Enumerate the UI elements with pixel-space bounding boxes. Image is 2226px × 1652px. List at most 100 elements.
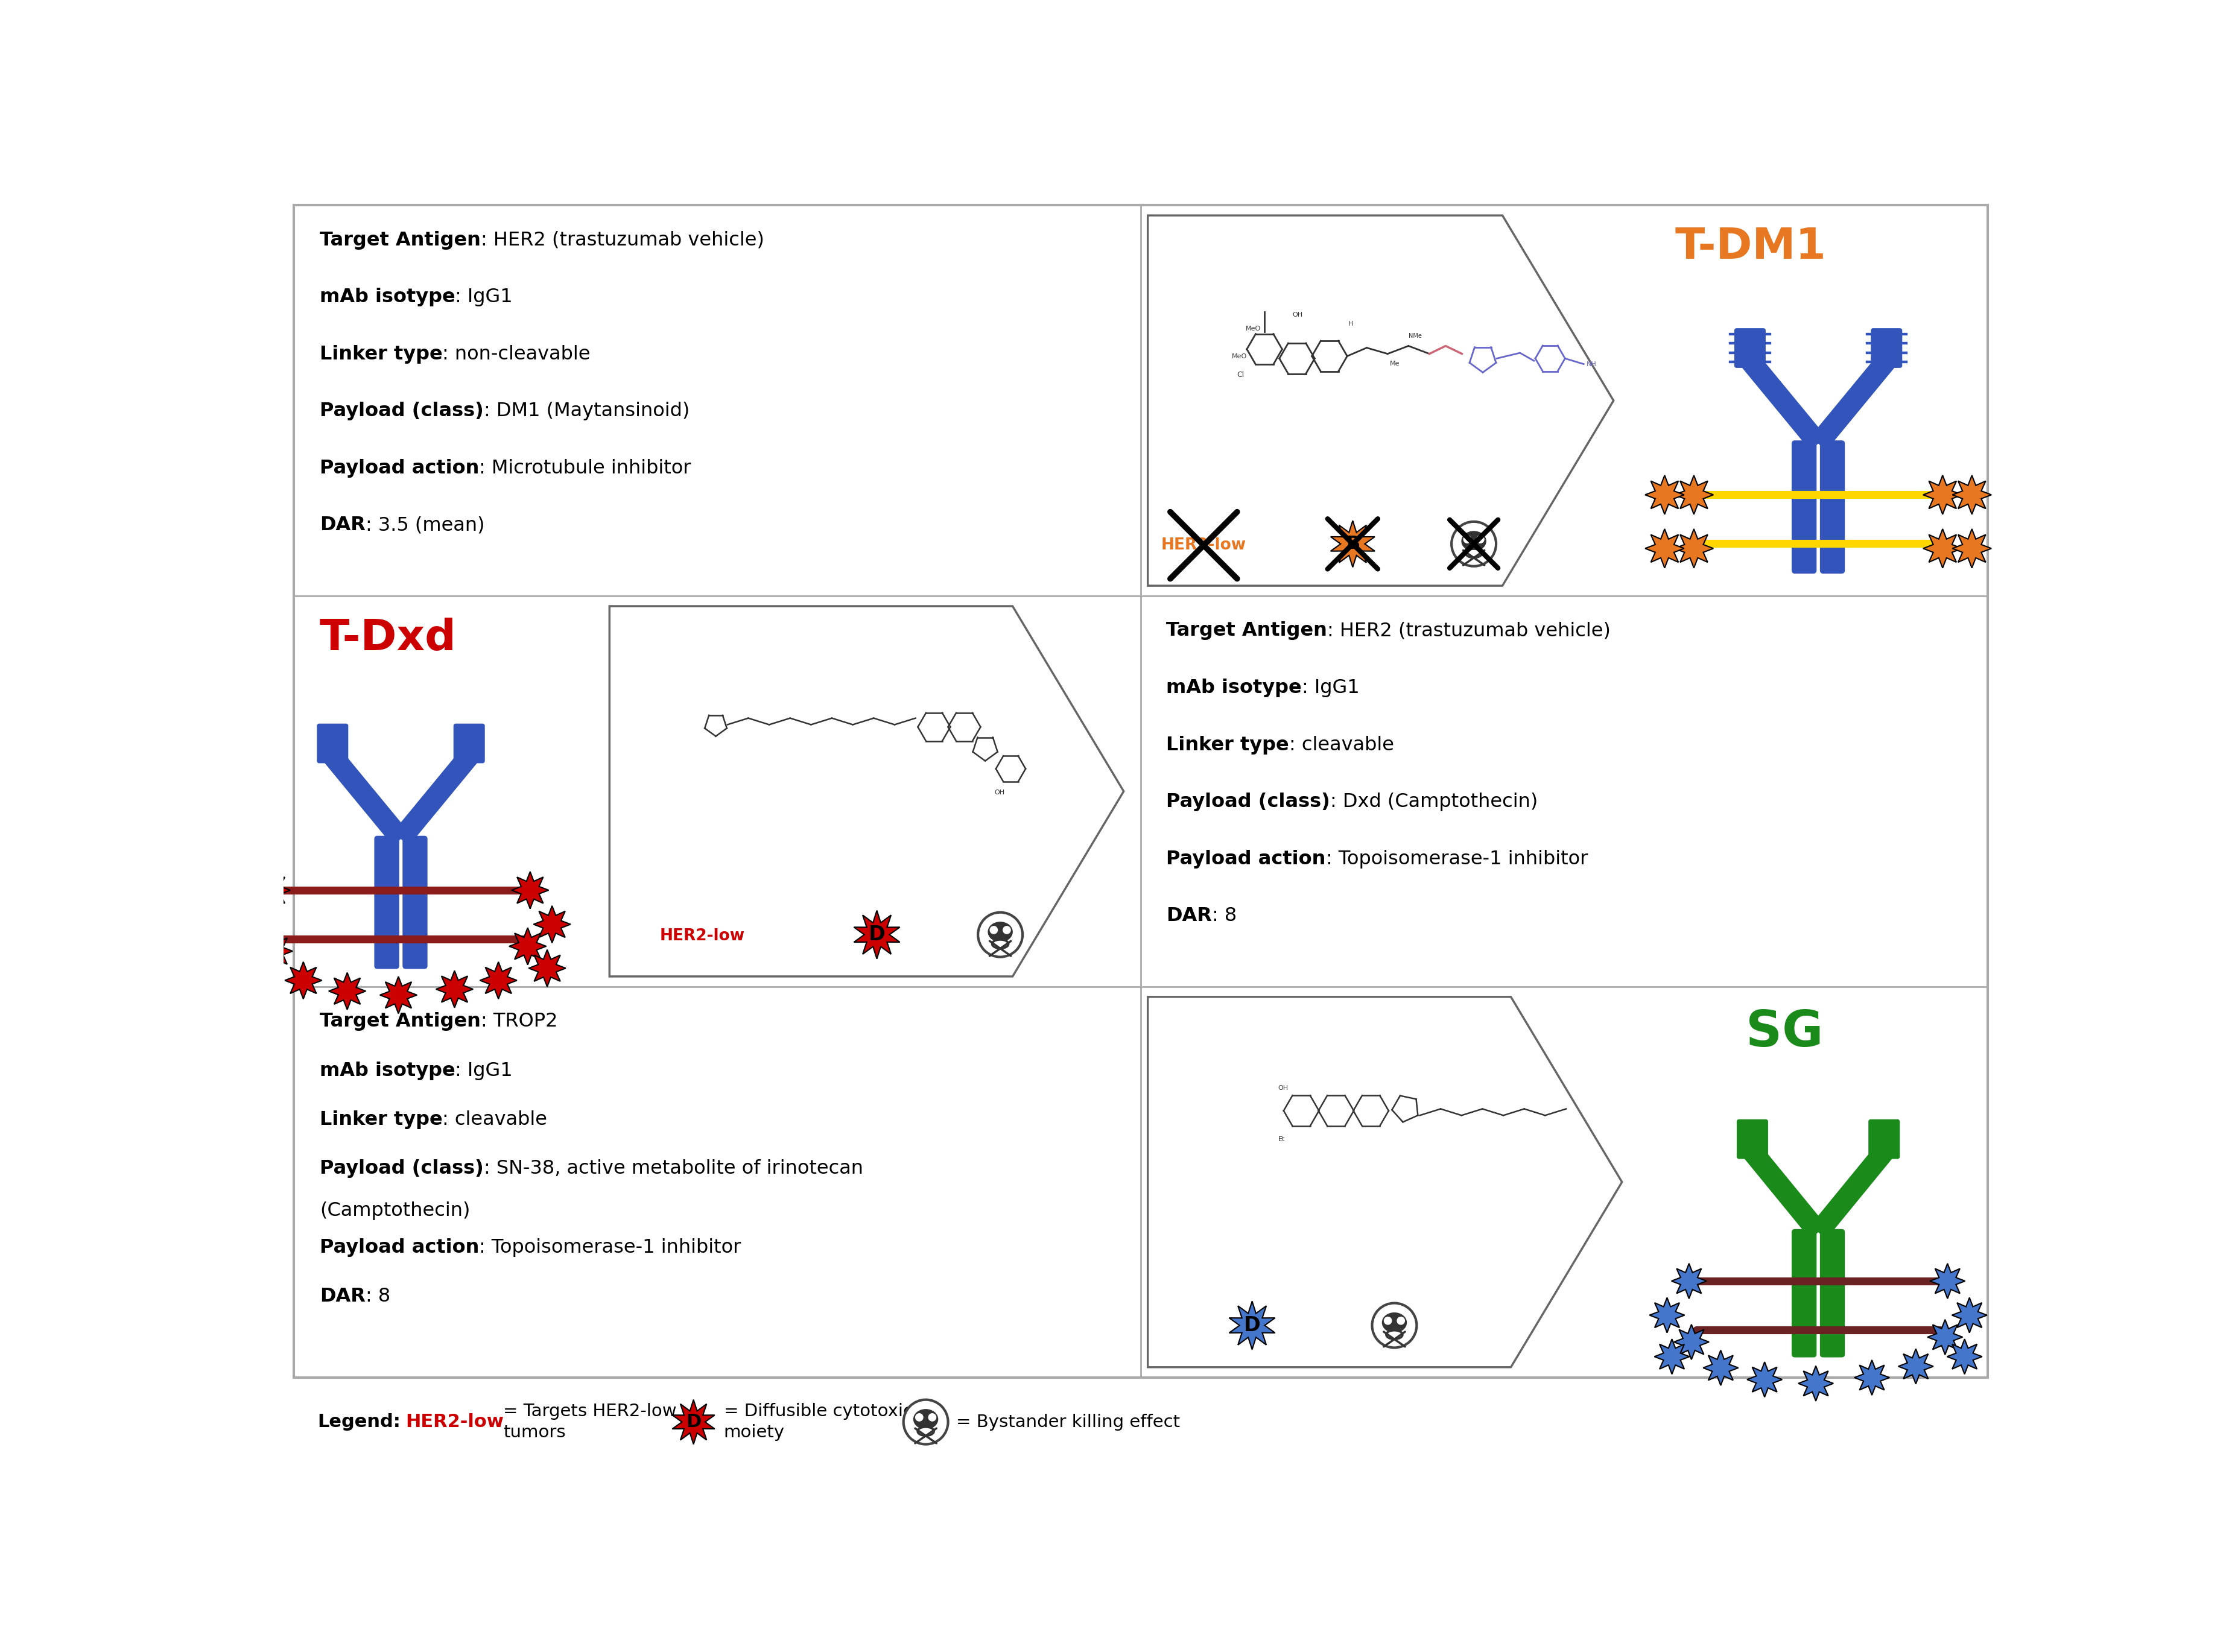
Circle shape [1004, 927, 1011, 933]
Ellipse shape [917, 1426, 935, 1436]
Polygon shape [534, 905, 570, 943]
Text: Cl: Cl [1238, 372, 1244, 378]
Text: : SN-38, active metabolite of irinotecan: : SN-38, active metabolite of irinotecan [483, 1160, 864, 1178]
Polygon shape [1229, 1302, 1275, 1350]
Text: mAb isotype: mAb isotype [321, 1061, 454, 1080]
Text: : Dxd (Camptothecin): : Dxd (Camptothecin) [1331, 793, 1538, 811]
Text: : IgG1: : IgG1 [454, 1061, 512, 1080]
Polygon shape [436, 971, 474, 1008]
Polygon shape [381, 976, 416, 1014]
Text: T-Dxd: T-Dxd [321, 616, 456, 659]
Text: Payload (class): Payload (class) [1166, 793, 1331, 811]
Polygon shape [1672, 1264, 1707, 1298]
Text: NMe: NMe [1409, 332, 1422, 339]
Polygon shape [1952, 476, 1992, 514]
Circle shape [991, 927, 997, 933]
Polygon shape [1149, 996, 1623, 1368]
Polygon shape [1331, 520, 1376, 567]
Circle shape [1398, 1317, 1405, 1325]
FancyBboxPatch shape [1792, 441, 1816, 573]
Polygon shape [1952, 1297, 1988, 1333]
Polygon shape [1645, 476, 1685, 514]
Ellipse shape [1465, 548, 1483, 558]
Text: DAR: DAR [321, 1287, 365, 1307]
Text: : HER2 (trastuzumab vehicle): : HER2 (trastuzumab vehicle) [481, 231, 764, 249]
FancyBboxPatch shape [1872, 329, 1901, 367]
Polygon shape [1649, 1297, 1685, 1333]
Text: Payload action: Payload action [1166, 849, 1327, 869]
Text: mAb isotype: mAb isotype [1166, 679, 1302, 697]
FancyBboxPatch shape [294, 205, 1988, 1378]
Text: Target Antigen: Target Antigen [321, 231, 481, 249]
Polygon shape [1952, 529, 1992, 568]
Circle shape [1451, 522, 1496, 567]
Text: HER2-low: HER2-low [405, 1412, 503, 1431]
Polygon shape [1899, 1348, 1934, 1384]
Ellipse shape [1387, 1332, 1400, 1338]
Ellipse shape [1467, 550, 1480, 557]
Text: : Topoisomerase-1 inhibitor: : Topoisomerase-1 inhibitor [479, 1237, 741, 1257]
FancyBboxPatch shape [403, 836, 427, 968]
FancyBboxPatch shape [1870, 1120, 1899, 1158]
Text: SG: SG [1745, 1008, 1823, 1056]
Text: NH: NH [1587, 362, 1596, 367]
Text: DAR: DAR [321, 515, 365, 535]
Text: Linker type: Linker type [321, 1110, 443, 1128]
Text: = Bystander killing effect: = Bystander killing effect [955, 1414, 1180, 1431]
Text: (Camptothecin): (Camptothecin) [321, 1201, 470, 1219]
Text: : HER2 (trastuzumab vehicle): : HER2 (trastuzumab vehicle) [1327, 621, 1612, 641]
Circle shape [928, 1414, 935, 1421]
Text: : 8: : 8 [1213, 907, 1238, 925]
Text: H: H [1349, 320, 1353, 327]
Polygon shape [510, 928, 545, 965]
Text: B: B [1347, 535, 1360, 553]
Text: T-DM1: T-DM1 [1674, 226, 1825, 268]
FancyBboxPatch shape [374, 836, 398, 968]
Polygon shape [1674, 529, 1714, 568]
FancyBboxPatch shape [1792, 1229, 1816, 1356]
Text: : 8: : 8 [365, 1287, 390, 1307]
Polygon shape [512, 872, 548, 909]
Polygon shape [528, 950, 565, 986]
Text: : TROP2: : TROP2 [481, 1013, 556, 1031]
Polygon shape [1923, 529, 1961, 568]
Polygon shape [1747, 1361, 1783, 1398]
Text: : Topoisomerase-1 inhibitor: : Topoisomerase-1 inhibitor [1327, 849, 1587, 869]
FancyBboxPatch shape [1736, 1120, 1767, 1158]
Text: D: D [686, 1412, 701, 1431]
Text: : DM1 (Maytansinoid): : DM1 (Maytansinoid) [483, 401, 690, 421]
FancyBboxPatch shape [1821, 1229, 1845, 1356]
Text: HER2-low: HER2-low [1162, 537, 1247, 553]
Polygon shape [254, 872, 289, 909]
Ellipse shape [1385, 1330, 1402, 1340]
Polygon shape [236, 950, 274, 986]
Circle shape [915, 1414, 924, 1421]
Polygon shape [1645, 529, 1685, 568]
Text: Et: Et [1278, 1137, 1284, 1142]
Polygon shape [1799, 1366, 1834, 1401]
Polygon shape [1930, 1264, 1966, 1298]
Polygon shape [1703, 1350, 1739, 1386]
Polygon shape [1674, 1325, 1710, 1360]
Polygon shape [855, 910, 899, 958]
Text: = Targets HER2-low
tumors: = Targets HER2-low tumors [503, 1403, 677, 1441]
Text: HER2-low: HER2-low [659, 928, 746, 943]
FancyBboxPatch shape [1821, 441, 1845, 573]
Ellipse shape [913, 1409, 937, 1429]
Text: Me: Me [1389, 360, 1400, 367]
Text: Payload action: Payload action [321, 459, 479, 477]
Polygon shape [256, 933, 292, 970]
Text: Payload (class): Payload (class) [321, 1160, 483, 1178]
Text: mAb isotype: mAb isotype [321, 287, 454, 307]
Text: DAR: DAR [1166, 907, 1213, 925]
Polygon shape [1948, 1340, 1981, 1374]
Circle shape [1385, 1317, 1391, 1325]
Text: Payload action: Payload action [321, 1237, 479, 1257]
Text: : cleavable: : cleavable [1289, 735, 1393, 755]
Text: MeO: MeO [1231, 354, 1247, 360]
Polygon shape [481, 961, 516, 999]
Polygon shape [329, 973, 365, 1009]
Text: = Diffusible cytotoxic
moiety: = Diffusible cytotoxic moiety [723, 1403, 913, 1441]
Ellipse shape [1382, 1313, 1407, 1333]
FancyBboxPatch shape [318, 724, 347, 763]
